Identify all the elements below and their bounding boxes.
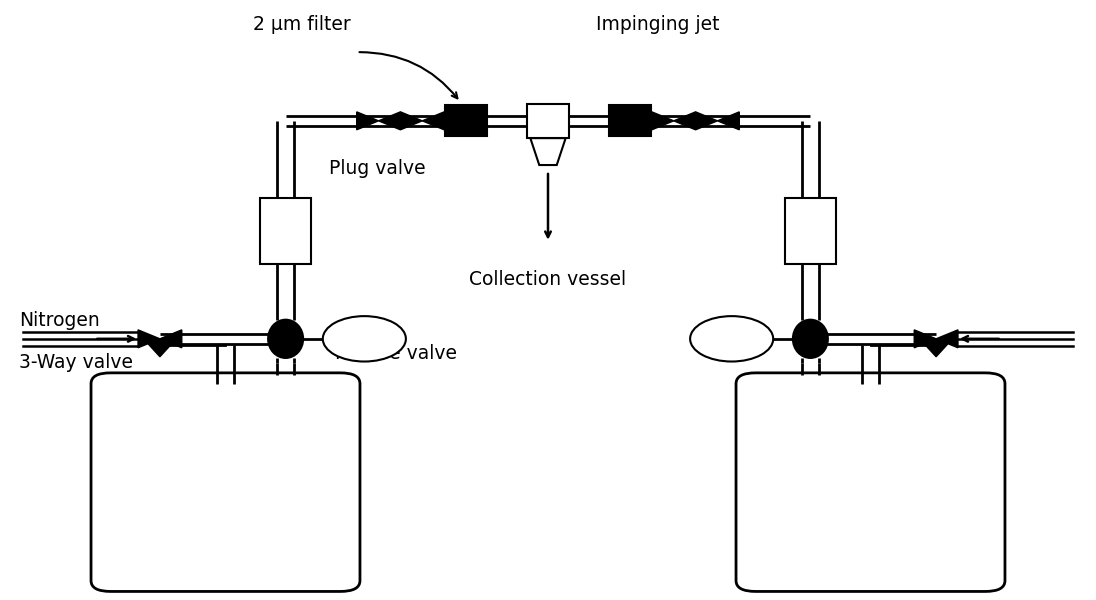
Polygon shape (378, 112, 400, 130)
Polygon shape (696, 112, 718, 130)
Circle shape (323, 316, 406, 362)
Polygon shape (652, 112, 674, 130)
Text: 2 μm filter: 2 μm filter (253, 15, 351, 34)
Bar (785, 199, 835, 264)
Text: Collection vessel: Collection vessel (469, 269, 627, 289)
Polygon shape (144, 339, 176, 357)
Ellipse shape (269, 320, 304, 358)
Bar (527, 104, 569, 138)
Polygon shape (718, 112, 740, 130)
Polygon shape (914, 330, 936, 348)
Polygon shape (920, 339, 952, 357)
Bar (445, 106, 487, 136)
Text: Needle valve: Needle valve (334, 344, 457, 363)
Polygon shape (160, 330, 182, 348)
Text: Impinging jet: Impinging jet (595, 15, 719, 34)
FancyBboxPatch shape (91, 373, 359, 592)
Polygon shape (400, 112, 422, 130)
Text: 3-Way valve: 3-Way valve (19, 353, 133, 372)
Bar (609, 106, 651, 136)
FancyBboxPatch shape (737, 373, 1005, 592)
Polygon shape (936, 330, 958, 348)
Ellipse shape (792, 320, 827, 358)
Circle shape (690, 316, 773, 362)
Polygon shape (138, 330, 160, 348)
Text: Plug valve: Plug valve (330, 159, 426, 178)
Text: Nitrogen: Nitrogen (19, 311, 100, 331)
Polygon shape (422, 112, 444, 130)
Polygon shape (674, 112, 696, 130)
Polygon shape (530, 138, 566, 165)
Polygon shape (356, 112, 378, 130)
Bar (261, 199, 311, 264)
